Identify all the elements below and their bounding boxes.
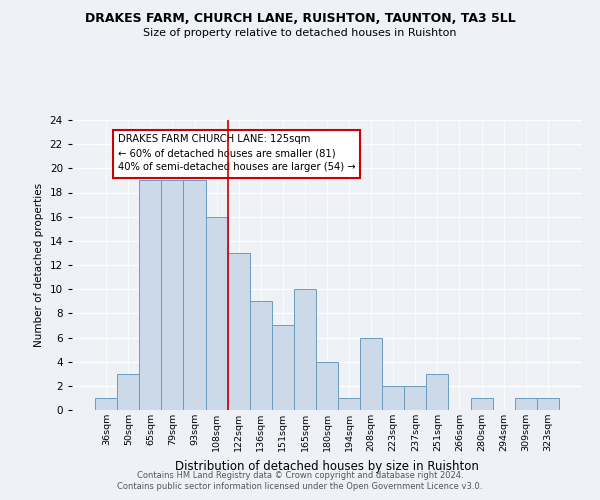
Bar: [427, 374, 448, 410]
Text: Contains HM Land Registry data © Crown copyright and database right 2024.: Contains HM Land Registry data © Crown c…: [137, 471, 463, 480]
Text: Contains public sector information licensed under the Open Government Licence v3: Contains public sector information licen…: [118, 482, 482, 491]
Bar: [316, 362, 338, 410]
Bar: [537, 398, 559, 410]
Bar: [294, 289, 316, 410]
Bar: [250, 301, 272, 410]
Bar: [206, 216, 227, 410]
Bar: [382, 386, 404, 410]
Bar: [404, 386, 427, 410]
Bar: [338, 398, 360, 410]
Y-axis label: Number of detached properties: Number of detached properties: [34, 183, 44, 347]
Text: DRAKES FARM, CHURCH LANE, RUISHTON, TAUNTON, TA3 5LL: DRAKES FARM, CHURCH LANE, RUISHTON, TAUN…: [85, 12, 515, 26]
Bar: [227, 253, 250, 410]
Bar: [360, 338, 382, 410]
Text: DRAKES FARM CHURCH LANE: 125sqm
← 60% of detached houses are smaller (81)
40% of: DRAKES FARM CHURCH LANE: 125sqm ← 60% of…: [118, 134, 355, 172]
Bar: [117, 374, 139, 410]
Text: Size of property relative to detached houses in Ruishton: Size of property relative to detached ho…: [143, 28, 457, 38]
Bar: [515, 398, 537, 410]
X-axis label: Distribution of detached houses by size in Ruishton: Distribution of detached houses by size …: [175, 460, 479, 472]
Bar: [272, 326, 294, 410]
Bar: [470, 398, 493, 410]
Bar: [161, 180, 184, 410]
Bar: [139, 180, 161, 410]
Bar: [184, 180, 206, 410]
Bar: [95, 398, 117, 410]
